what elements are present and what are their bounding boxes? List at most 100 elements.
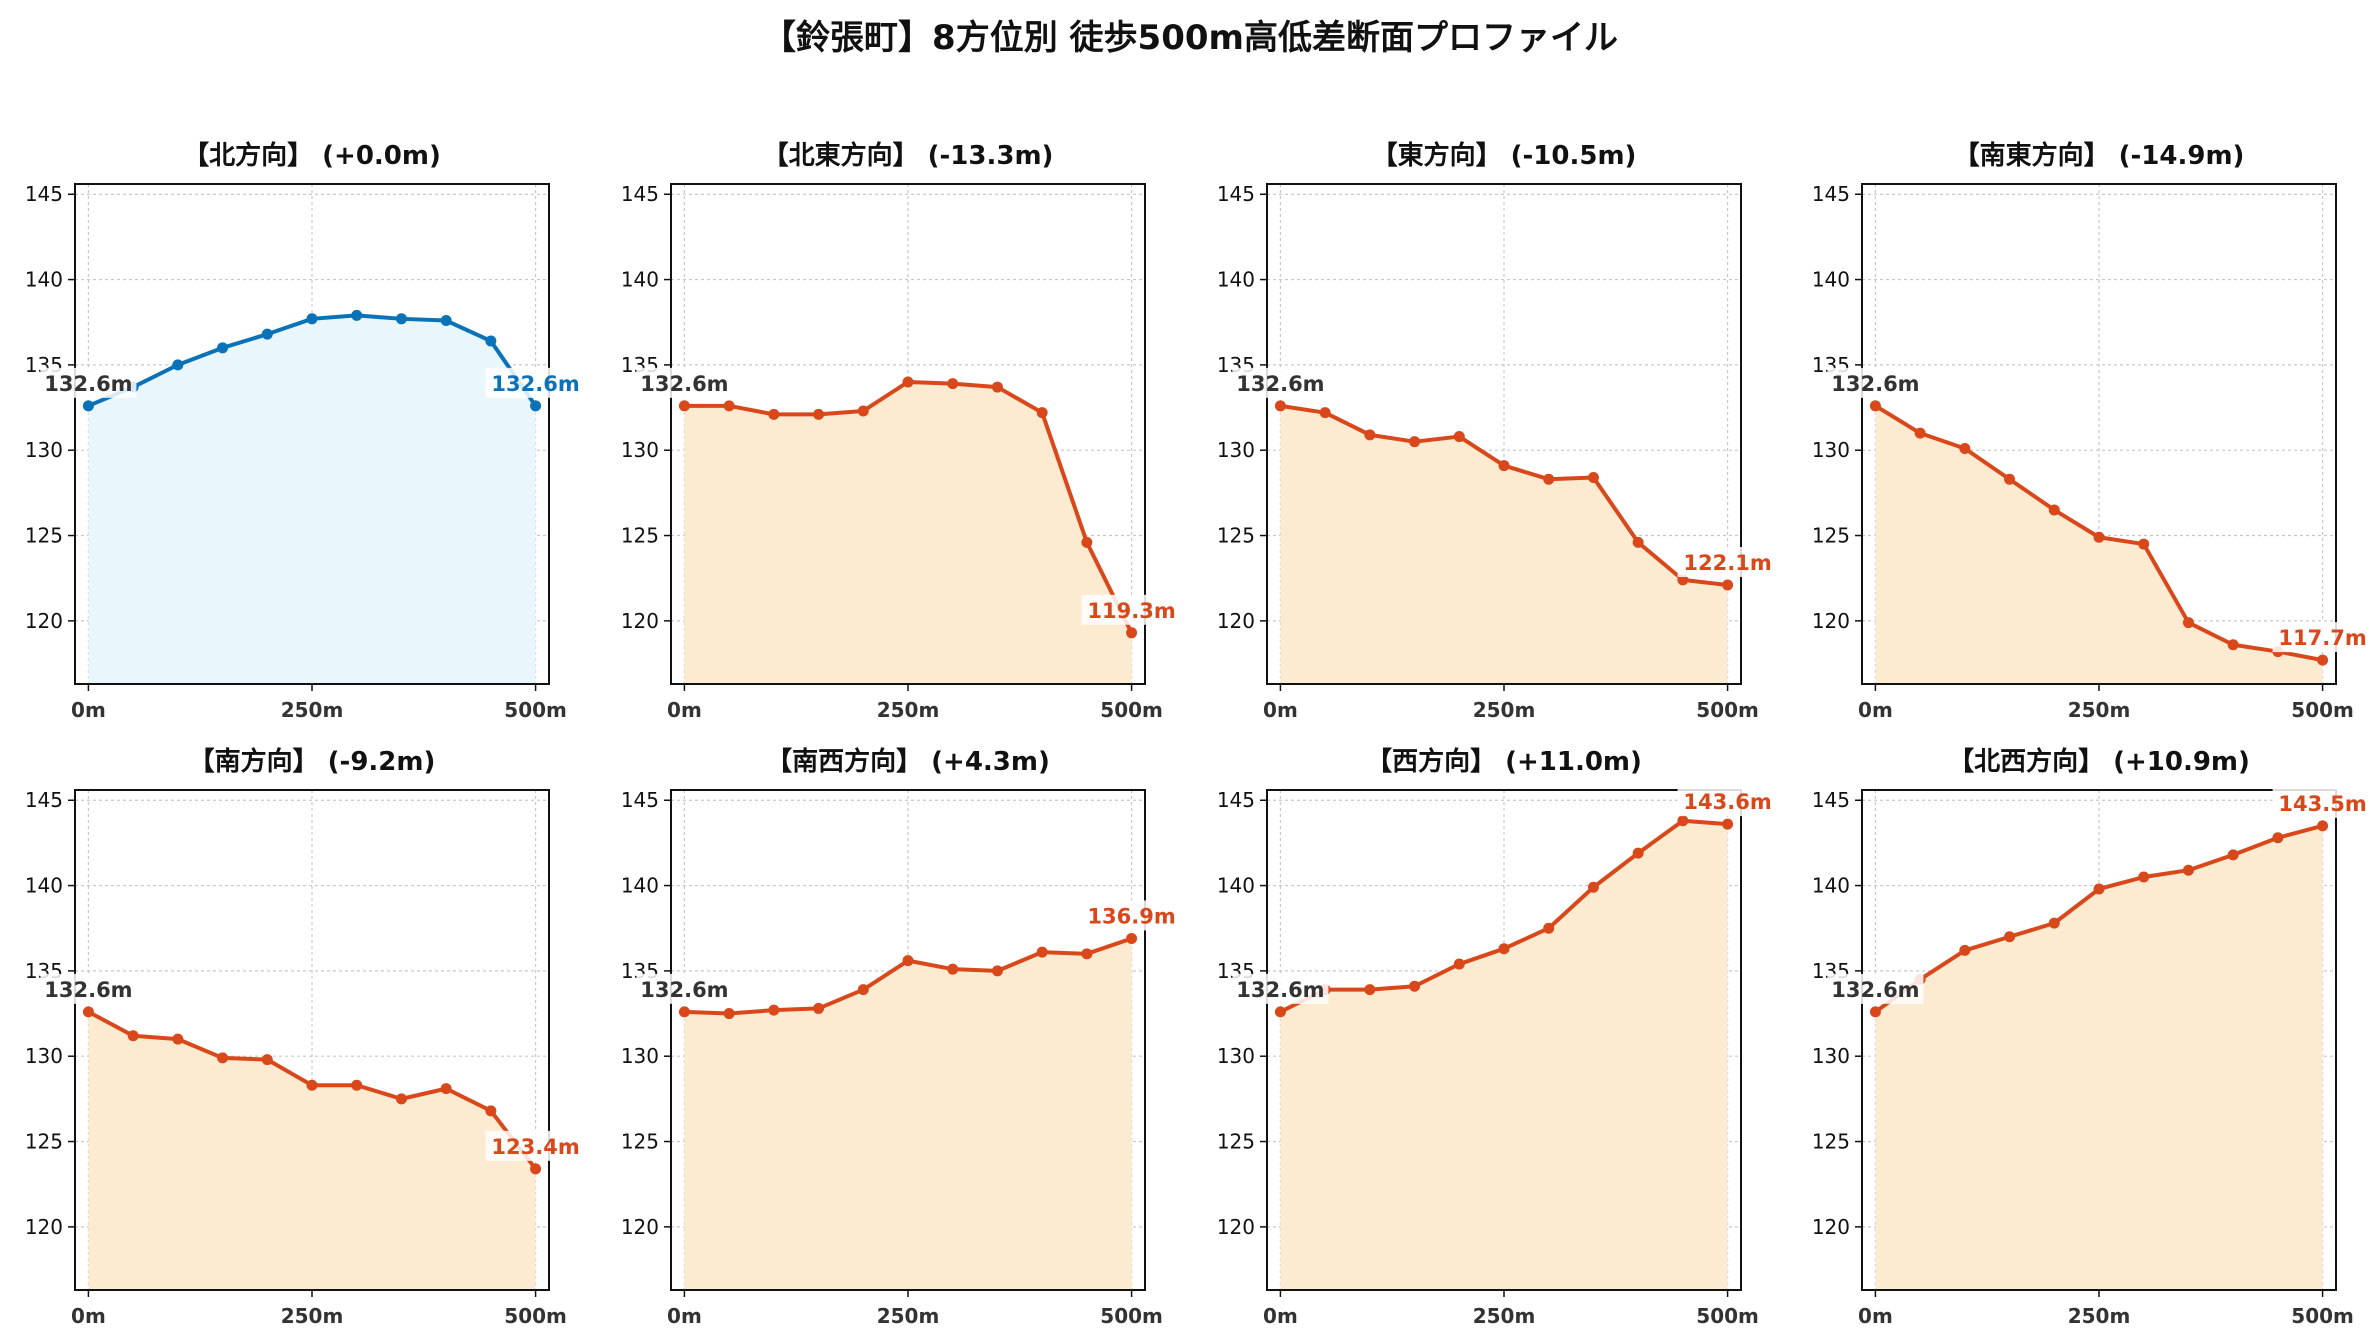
data-point: [1959, 443, 1971, 455]
x-tick-label: 500m: [2291, 1304, 2354, 1328]
y-tick-label: 120: [25, 609, 63, 633]
data-point: [1587, 881, 1599, 893]
data-point: [1453, 431, 1465, 443]
data-point: [261, 328, 273, 340]
data-point: [351, 1079, 363, 1091]
y-tick-label: 120: [621, 1215, 659, 1239]
data-point: [1722, 818, 1734, 830]
y-tick-label: 140: [25, 268, 63, 292]
x-tick-label: 0m: [71, 1304, 106, 1328]
y-tick-label: 145: [25, 788, 63, 812]
figure-title: 【鈴張町】8方位別 徒歩500m高低差断面プロファイル: [762, 18, 1618, 58]
data-point: [82, 400, 94, 412]
end-elevation-label: 143.6m: [1683, 790, 1771, 814]
start-elevation-label: 132.6m: [640, 978, 728, 1002]
data-point: [172, 1033, 184, 1045]
start-elevation-label: 132.6m: [1236, 978, 1324, 1002]
start-label-bg: [1232, 367, 1329, 398]
x-tick-label: 250m: [281, 698, 344, 722]
x-tick-label: 0m: [1858, 698, 1893, 722]
panel-title: 【南東方向】 (-14.9m): [1954, 140, 2245, 171]
y-tick-label: 125: [621, 1130, 659, 1154]
start-elevation-label: 132.6m: [1831, 978, 1919, 1002]
end-label-bg: [2272, 787, 2373, 818]
y-tick-label: 120: [1217, 609, 1255, 633]
data-point: [485, 335, 497, 347]
data-point: [1587, 472, 1599, 484]
data-point: [902, 955, 914, 967]
y-tick-label: 140: [621, 268, 659, 292]
area-fill: [684, 381, 1132, 684]
data-point: [1081, 536, 1093, 548]
x-tick-label: 500m: [1696, 698, 1759, 722]
data-point: [485, 1105, 497, 1117]
x-tick-label: 0m: [667, 1304, 702, 1328]
data-point: [1453, 958, 1465, 970]
data-point: [82, 1006, 94, 1018]
data-point: [217, 1052, 229, 1064]
data-point: [1036, 407, 1048, 419]
y-tick-label: 125: [1812, 1130, 1850, 1154]
data-point: [306, 313, 318, 325]
x-tick-label: 0m: [1263, 698, 1298, 722]
x-tick-label: 250m: [877, 698, 940, 722]
data-point: [351, 309, 363, 321]
data-point: [1274, 1006, 1286, 1018]
start-label-bg: [1232, 973, 1329, 1004]
panel-title: 【東方向】 (-10.5m): [1372, 140, 1637, 171]
data-point: [1869, 400, 1881, 412]
data-point: [1869, 1006, 1881, 1018]
start-label-bg: [40, 367, 137, 398]
data-point: [1722, 579, 1734, 591]
data-point: [1364, 984, 1376, 996]
x-tick-label: 500m: [504, 698, 567, 722]
y-tick-label: 120: [1812, 1215, 1850, 1239]
panel-title: 【南西方向】 (+4.3m): [766, 746, 1050, 777]
start-elevation-label: 132.6m: [1831, 372, 1919, 396]
x-tick-label: 0m: [1858, 1304, 1893, 1328]
x-tick-label: 250m: [877, 1304, 940, 1328]
area-fill: [1875, 405, 2323, 684]
x-tick-label: 0m: [667, 698, 702, 722]
start-elevation-label: 132.6m: [44, 372, 132, 396]
y-tick-label: 130: [621, 438, 659, 462]
x-tick-label: 250m: [1473, 698, 1536, 722]
panel-title: 【北方向】 (+0.0m): [183, 140, 441, 171]
y-tick-label: 130: [1812, 1044, 1850, 1068]
data-point: [678, 400, 690, 412]
data-point: [813, 1002, 825, 1014]
area-fill: [1875, 825, 2323, 1290]
y-tick-label: 120: [1812, 609, 1850, 633]
y-tick-label: 145: [1217, 182, 1255, 206]
data-point: [1498, 943, 1510, 955]
x-tick-label: 250m: [2068, 698, 2131, 722]
x-tick-label: 500m: [1100, 1304, 1163, 1328]
x-tick-label: 500m: [2291, 698, 2354, 722]
area-fill: [88, 1011, 536, 1290]
data-point: [127, 1030, 139, 1042]
end-label-bg: [1081, 594, 1182, 625]
y-tick-label: 145: [1217, 788, 1255, 812]
x-tick-label: 500m: [504, 1304, 567, 1328]
start-label-bg: [636, 973, 733, 1004]
data-point: [2182, 617, 2194, 629]
end-elevation-label: 132.6m: [491, 372, 579, 396]
end-elevation-label: 122.1m: [1683, 551, 1771, 575]
data-point: [1081, 948, 1093, 960]
data-point: [1543, 473, 1555, 485]
end-label-bg: [1677, 786, 1778, 817]
y-tick-label: 125: [1217, 1130, 1255, 1154]
y-tick-label: 145: [621, 788, 659, 812]
y-tick-label: 140: [1217, 874, 1255, 898]
data-point: [217, 342, 229, 354]
data-point: [2317, 654, 2329, 666]
data-point: [530, 400, 542, 412]
y-tick-label: 125: [1217, 524, 1255, 548]
data-point: [2093, 883, 2105, 895]
end-elevation-label: 143.5m: [2278, 792, 2366, 816]
data-point: [2182, 864, 2194, 876]
data-point: [395, 1093, 407, 1105]
